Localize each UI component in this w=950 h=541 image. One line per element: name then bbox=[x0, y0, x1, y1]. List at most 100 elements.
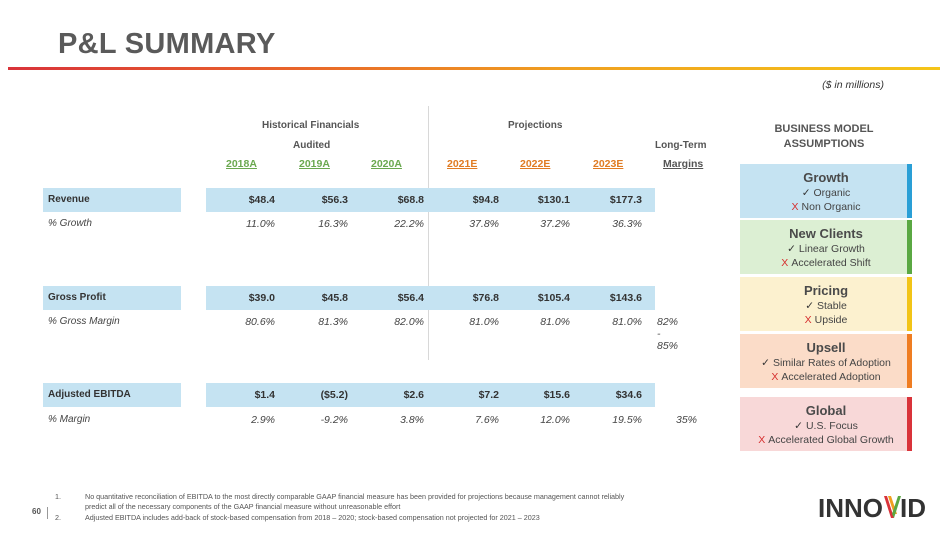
logo-v-mark bbox=[884, 496, 901, 518]
card-accent-bar bbox=[907, 397, 912, 451]
cross-icon: X bbox=[771, 371, 779, 383]
card-cross-item: Upside bbox=[814, 314, 848, 326]
row-label: Adjusted EBITDA bbox=[48, 389, 131, 400]
table-cell: 16.3% bbox=[318, 218, 348, 230]
table-cell: $143.6 bbox=[609, 292, 642, 304]
table-cell: 82.0% bbox=[394, 316, 424, 328]
year-2021e: 2021E bbox=[447, 158, 478, 170]
table-row-gross-profit: Gross Profit $39.0 $45.8 $56.4 $76.8 $10… bbox=[43, 286, 655, 310]
table-row-margin: % Margin 2.9% -9.2% 3.8% 7.6% 12.0% 19.5… bbox=[43, 408, 697, 432]
long-term-header: Long-Term bbox=[655, 140, 707, 151]
table-cell: $48.4 bbox=[248, 194, 275, 206]
card-title: New Clients bbox=[789, 226, 863, 241]
card-cross-item: Non Organic bbox=[801, 201, 861, 213]
table-row-adjusted-ebitda: Adjusted EBITDA $1.4 ($5.2) $2.6 $7.2 $1… bbox=[43, 383, 655, 407]
innovid-logo: INNO ID bbox=[818, 493, 926, 522]
table-cell: 2.9% bbox=[251, 414, 275, 426]
table-cell: 81.0% bbox=[469, 316, 499, 328]
units-note: ($ in millions) bbox=[822, 79, 884, 91]
table-cell: 37.2% bbox=[540, 218, 570, 230]
historical-projection-divider bbox=[428, 106, 429, 360]
card-accent-bar bbox=[907, 334, 912, 388]
table-cell: 81.0% bbox=[540, 316, 570, 328]
audited-header: Audited bbox=[293, 140, 331, 151]
footnote-number: 2. bbox=[55, 513, 61, 522]
footnote-text: Adjusted EBITDA includes add-back of sto… bbox=[85, 513, 540, 522]
row-label: Revenue bbox=[48, 194, 90, 205]
long-term-margin: 35% bbox=[676, 414, 698, 426]
row-label: % Growth bbox=[48, 218, 92, 229]
projections-header: Projections bbox=[508, 120, 563, 131]
footnote-number: 1. bbox=[55, 492, 61, 501]
cross-icon: X bbox=[804, 314, 812, 326]
footnote-text: No quantitative reconciliation of EBITDA… bbox=[85, 492, 625, 511]
margins-header: Margins bbox=[663, 158, 704, 170]
table-cell: 7.6% bbox=[475, 414, 499, 426]
table-cell: 37.8% bbox=[469, 218, 499, 230]
card-accent-bar bbox=[907, 164, 912, 218]
table-cell: $2.6 bbox=[403, 389, 424, 401]
table-cell: 22.2% bbox=[394, 218, 424, 230]
table-cell: $45.8 bbox=[321, 292, 348, 304]
table-cell: $68.8 bbox=[397, 194, 424, 206]
table-cell: 19.5% bbox=[612, 414, 642, 426]
row-label: % Margin bbox=[48, 414, 91, 425]
long-term-margin: 82% - 85% bbox=[657, 316, 679, 352]
table-cell: $177.3 bbox=[609, 194, 642, 206]
page-title: P&L SUMMARY bbox=[58, 28, 276, 60]
check-icon: ✓ bbox=[801, 187, 811, 199]
card-accent-bar bbox=[907, 277, 912, 331]
table-cell: 3.8% bbox=[400, 414, 424, 426]
year-2020a: 2020A bbox=[371, 158, 402, 170]
card-check-item: Stable bbox=[817, 300, 847, 312]
assumption-card-global: Global ✓ U.S. Focus X Accelerated Global G… bbox=[740, 397, 912, 451]
logo-text-right: ID bbox=[900, 493, 926, 522]
row-label: Gross Profit bbox=[48, 292, 106, 303]
table-cell: -9.2% bbox=[320, 414, 348, 426]
card-cross-item: Accelerated Adoption bbox=[781, 371, 881, 383]
card-cross-item: Accelerated Global Growth bbox=[768, 434, 894, 446]
table-cell: 36.3% bbox=[612, 218, 642, 230]
assumptions-title: BUSINESS MODEL ASSUMPTIONS bbox=[774, 123, 874, 150]
page-number: 60 bbox=[32, 507, 41, 516]
year-2018a: 2018A bbox=[226, 158, 257, 170]
table-cell: $7.2 bbox=[478, 389, 499, 401]
page-number-divider bbox=[47, 507, 48, 519]
year-2022e: 2022E bbox=[520, 158, 551, 170]
table-cell: 11.0% bbox=[246, 218, 275, 230]
check-icon: ✓ bbox=[805, 300, 815, 312]
card-title: Pricing bbox=[803, 283, 849, 298]
card-check-item: Similar Rates of Adoption bbox=[772, 357, 891, 369]
table-cell: $1.4 bbox=[254, 389, 275, 401]
table-cell: $39.0 bbox=[248, 292, 275, 304]
cross-icon: X bbox=[781, 257, 789, 269]
table-cell: 81.3% bbox=[318, 316, 348, 328]
table-cell: $56.4 bbox=[397, 292, 424, 304]
check-icon: ✓ bbox=[794, 420, 803, 432]
table-cell: $94.8 bbox=[472, 194, 499, 206]
table-cell: 12.0% bbox=[540, 414, 570, 426]
card-check-item: U.S. Focus bbox=[805, 420, 858, 432]
card-check-item: Organic bbox=[813, 187, 851, 199]
assumption-card-new-clients: New Clients ✓ Linear Growth X Accelerated … bbox=[740, 220, 912, 274]
row-label: % Gross Margin bbox=[48, 316, 120, 327]
card-title: Upsell bbox=[806, 340, 846, 355]
cross-icon: X bbox=[758, 434, 766, 446]
table-cell: $76.8 bbox=[472, 292, 499, 304]
year-2019a: 2019A bbox=[299, 158, 330, 170]
card-check-item: Linear Growth bbox=[798, 243, 865, 255]
card-cross-item: Accelerated Shift bbox=[791, 257, 871, 269]
year-2023e: 2023E bbox=[593, 158, 624, 170]
logo-text-left: INNO bbox=[818, 493, 883, 522]
table-cell: $15.6 bbox=[543, 389, 570, 401]
table-cell: ($5.2) bbox=[320, 389, 348, 401]
table-cell: 81.0% bbox=[612, 316, 642, 328]
card-title: Global bbox=[805, 403, 847, 418]
table-row-growth: % Growth 11.0% 16.3% 22.2% 37.8% 37.2% 3… bbox=[43, 212, 655, 236]
assumption-card-upsell: Upsell ✓ Similar Rates of Adoption X Accel… bbox=[740, 334, 912, 388]
assumption-card-pricing: Pricing ✓ Stable X Upside bbox=[740, 277, 912, 331]
check-icon: ✓ bbox=[761, 357, 770, 369]
table-cell: $34.6 bbox=[615, 389, 642, 401]
assumption-card-growth: Growth ✓ Organic X Non Organic bbox=[740, 164, 912, 218]
table-cell: $130.1 bbox=[537, 194, 570, 206]
